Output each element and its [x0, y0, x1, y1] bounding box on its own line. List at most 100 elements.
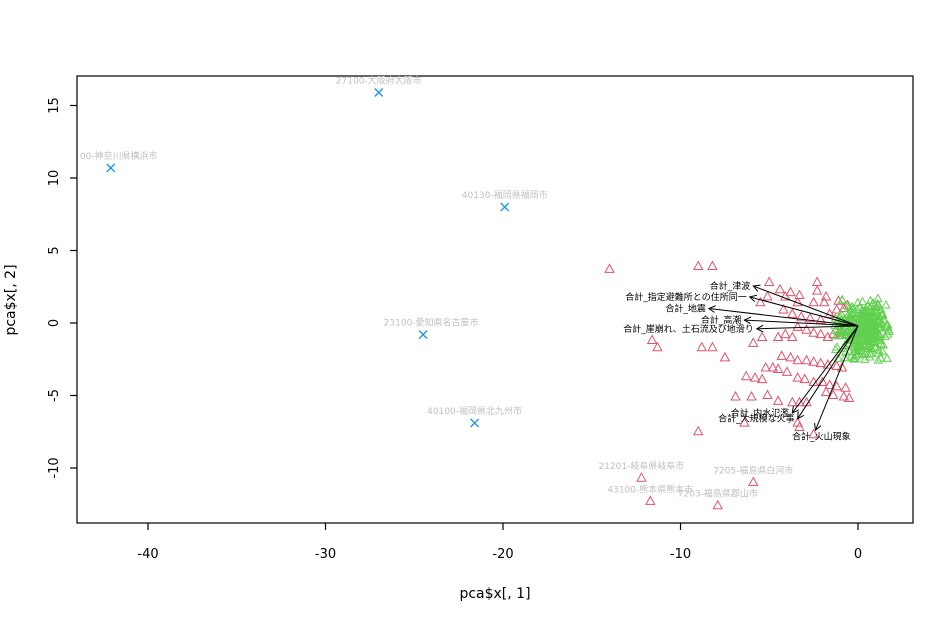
scatter-triangle: [707, 260, 718, 270]
scatter-triangle: [808, 327, 819, 337]
cluster-triangle: [839, 340, 850, 349]
cluster-triangle: [861, 304, 871, 314]
cluster-triangle: [846, 351, 857, 360]
cluster-triangle: [840, 313, 850, 323]
cluster-triangle: [832, 342, 842, 351]
cluster-triangle: [859, 330, 869, 340]
scatter-triangle: [817, 376, 828, 386]
cluster-triangle: [873, 355, 883, 364]
scatter-triangle: [820, 290, 832, 301]
cluster-triangle: [873, 347, 884, 357]
cluster-triangle: [834, 330, 845, 340]
cluster-triangle: [866, 331, 876, 341]
scatter-triangle: [819, 296, 830, 307]
scatter-triangle: [808, 296, 819, 307]
scatter-triangle: [794, 421, 805, 431]
y-tick-label: 0: [47, 319, 62, 327]
labeled-scatter-triangle: [748, 476, 759, 487]
cluster-triangle: [837, 295, 848, 304]
cluster-triangle: [837, 309, 847, 319]
loading-label: 合計_指定避難所との住所同一: [625, 291, 746, 303]
outlier-x-marker: [106, 163, 116, 173]
loading-label: 合計_火山現象: [792, 430, 851, 442]
scatter-triangle: [799, 373, 810, 384]
cluster-triangle: [872, 333, 883, 343]
scatter-triangle: [719, 351, 731, 362]
scatter-triangle: [787, 331, 798, 342]
scatter-triangle: [772, 395, 784, 405]
cluster-triangle: [860, 354, 870, 363]
loading-label: 合計_内水氾濫: [731, 407, 790, 419]
plot-border-box: [76, 75, 914, 524]
cluster-triangle: [876, 338, 886, 348]
loading-labels: 合計_津波合計_指定避難所との住所同一合計_地震合計_高潮合計_崖崩れ、土石流及…: [623, 280, 850, 442]
scatter-triangle: [838, 390, 850, 401]
cluster-triangle: [862, 310, 872, 319]
scatter-triangle: [815, 357, 826, 368]
labeled-scatter-triangle: [636, 472, 647, 482]
cluster-triangle: [847, 304, 858, 313]
scatter-triangle: [822, 331, 834, 342]
outlier-x-marker: [500, 202, 510, 212]
municipality-label: 00-神奈川県横浜市: [80, 150, 158, 162]
scatter-triangle: [824, 379, 835, 389]
scatter-triangle: [739, 417, 750, 427]
scatter-triangle: [827, 389, 839, 400]
municipality-labels: 27100-大阪府大阪市 00-神奈川県横浜市 40130-福岡県福岡市 23100-…: [80, 74, 793, 499]
outlier-x-marker: [418, 330, 428, 340]
loading-arrow: [798, 325, 859, 419]
scatter-triangle: [776, 350, 787, 360]
loading-arrow: [753, 286, 859, 327]
scatter-triangle: [779, 328, 791, 339]
scatter-triangle: [831, 380, 842, 391]
cluster-triangle: [860, 349, 871, 359]
y-tick-label: 15: [47, 97, 62, 114]
scatter-triangle: [811, 276, 823, 286]
municipality-label: 7205-福島県白河市: [713, 465, 793, 477]
x-tick-label: -20: [492, 547, 513, 562]
scatter-triangle: [794, 289, 805, 299]
cluster-triangle: [857, 296, 868, 306]
scatter-triangle: [767, 361, 779, 372]
scatter-triangle: [740, 370, 752, 381]
outlier-x-marker: [470, 418, 480, 428]
loading-arrow: [792, 325, 859, 413]
scatter-triangle: [779, 290, 791, 301]
scatter-triangle: [762, 389, 773, 400]
x-tick-label: -30: [315, 547, 336, 562]
scatter-triangle: [815, 328, 826, 339]
cluster-triangle: [866, 328, 876, 338]
loading-label: 合計_地震: [665, 303, 706, 315]
loading-arrow: [815, 325, 859, 430]
cluster-triangle: [866, 348, 876, 358]
cluster-triangle: [882, 321, 893, 330]
scatter-triangle: [756, 373, 768, 384]
scatter-triangle: [831, 360, 842, 371]
scatter-triangle: [792, 372, 803, 382]
cluster-triangle: [873, 298, 883, 308]
scatter-triangle: [778, 303, 789, 314]
cluster-triangle: [862, 316, 873, 325]
scatter-triangle: [785, 286, 796, 297]
cluster-triangle: [875, 304, 886, 313]
x-axis-title: pca$x[, 1]: [459, 586, 530, 602]
municipality-label: 7203-福島県郡山市: [678, 488, 758, 500]
scatter-triangle: [785, 351, 796, 362]
loading-arrows: [709, 286, 859, 430]
cluster-triangle: [873, 344, 884, 354]
cluster-triangle: [877, 346, 888, 355]
x-tick-label: -10: [670, 547, 691, 562]
scatter-triangle: [760, 361, 771, 372]
scatter-triangle: [756, 331, 768, 342]
scatter-triangle: [749, 372, 761, 382]
loading-label: 合計_大規模な火事: [718, 413, 795, 425]
cluster-triangle: [856, 318, 866, 327]
municipality-label: 40130-福岡県福岡市: [462, 189, 548, 201]
scatter-triangle: [652, 341, 663, 352]
scatter-triangle: [730, 390, 741, 401]
loading-label: 合計_高潮: [701, 314, 742, 326]
scatter-triangle: [755, 296, 766, 307]
cluster-triangle: [873, 293, 883, 302]
